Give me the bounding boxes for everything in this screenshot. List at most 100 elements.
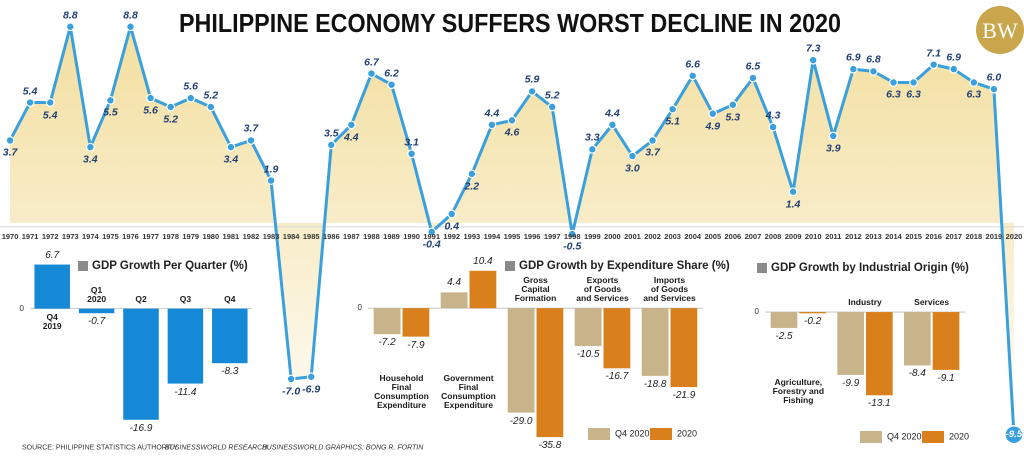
point [668, 104, 678, 114]
value-label: -7.0 [282, 385, 301, 398]
x-tick-label: 2017 [945, 231, 963, 241]
point [126, 22, 135, 32]
y-tick-label: 0 [754, 306, 759, 316]
x-tick-label: 2003 [664, 231, 681, 241]
point [246, 136, 256, 145]
point [527, 86, 537, 96]
bar [469, 270, 497, 309]
x-tick-label: 1990 [403, 231, 420, 241]
x-tick-label: 1974 [82, 231, 99, 241]
x-tick-label: Household Final Consumption Expenditure [374, 373, 429, 410]
value-label: 3.1 [404, 136, 419, 149]
value-label: -0.7 [87, 315, 106, 327]
x-tick-label: 2020 [1005, 231, 1023, 241]
point [889, 78, 898, 87]
title-marker [505, 261, 515, 271]
legend-label: 2020 [949, 431, 970, 442]
value-label: -11.4 [174, 386, 197, 398]
point [869, 66, 878, 76]
x-tick-label: 2019 [985, 231, 1003, 241]
value-label: 6.9 [846, 51, 861, 64]
point [206, 102, 216, 112]
point [1004, 424, 1024, 445]
point [266, 176, 276, 185]
bar [904, 312, 931, 366]
point [5, 136, 15, 145]
x-tick-label: 1999 [583, 231, 601, 241]
x-tick-label: 2012 [844, 231, 862, 241]
bar [78, 308, 115, 314]
value-label: 3.4 [83, 153, 98, 166]
bar [507, 308, 535, 413]
footer-text: BUSINESSWORLD RESEARCH [165, 444, 268, 452]
x-tick-label: 2004 [684, 231, 702, 241]
value-label: 7.1 [926, 47, 941, 60]
x-tick-label: 2014 [885, 231, 902, 241]
bar [574, 308, 602, 346]
x-tick-label: 1985 [302, 231, 320, 241]
bar [670, 308, 698, 388]
value-label: 3.4 [223, 153, 239, 166]
point [507, 115, 517, 125]
point [688, 71, 698, 81]
point [808, 55, 818, 65]
point [286, 374, 296, 384]
x-tick-label: 2000 [604, 231, 621, 241]
x-tick-label: 1989 [383, 231, 400, 241]
x-tick-label: 1981 [222, 231, 240, 241]
x-tick-label: 1986 [322, 231, 340, 241]
point [106, 95, 115, 105]
value-label: 5.9 [524, 73, 540, 86]
value-label: -35.8 [538, 439, 562, 451]
x-tick-label: 1995 [503, 231, 521, 241]
x-tick-label: 2013 [865, 231, 882, 241]
value-label: -13.1 [867, 398, 891, 410]
value-label: -6.9 [302, 383, 321, 396]
x-tick-label: 1971 [21, 231, 39, 241]
chart-title: GDP Growth by Expenditure Share (%) [519, 259, 730, 272]
point [728, 100, 738, 110]
y-tick-label: 0 [19, 303, 24, 313]
value-label: 3.9 [825, 142, 841, 155]
x-tick-label: Imports of Goods and Services [643, 275, 696, 304]
value-label: -7.9 [407, 339, 425, 351]
x-tick-label: Industry [848, 297, 882, 308]
y-tick-label: 0 [357, 302, 362, 312]
bar [603, 308, 631, 369]
point [748, 73, 758, 83]
title-marker [78, 261, 88, 271]
value-label: -18.8 [643, 378, 667, 390]
point [768, 122, 778, 132]
bar [123, 308, 159, 420]
bar [373, 308, 401, 335]
value-label: -21.9 [672, 389, 696, 401]
point [407, 149, 417, 159]
point [25, 98, 35, 107]
point [226, 142, 236, 152]
x-tick-label: 1996 [523, 231, 541, 241]
x-tick-label: Q4 [224, 293, 236, 304]
value-label: 4.4 [605, 107, 620, 120]
value-label: 2.2 [464, 180, 480, 193]
value-label: 6.9 [946, 51, 962, 64]
x-tick-label: 2010 [804, 231, 822, 241]
value-label: -9.5 [1005, 428, 1023, 440]
area [10, 26, 1014, 435]
point [708, 109, 718, 119]
value-label: 4.4 [344, 131, 359, 144]
value-label: -0.2 [804, 316, 822, 328]
legend-label: Q4 2020 [615, 428, 650, 439]
x-tick-label: 2007 [744, 231, 762, 241]
value-label: 3.5 [323, 127, 339, 140]
bar [167, 308, 204, 384]
x-tick-label: 1982 [242, 231, 260, 241]
point [547, 102, 557, 112]
x-tick-label: 2018 [965, 231, 983, 241]
x-tick-label: 1975 [102, 231, 119, 241]
value-label: 8.8 [123, 9, 138, 22]
value-label: -10.5 [576, 348, 600, 360]
point [45, 98, 55, 107]
value-label: 5.5 [103, 106, 118, 119]
x-tick-label: Services [914, 297, 950, 308]
footer-text: SOURCE: PHILIPPINE STATISTICS AUTHORITY [22, 444, 178, 452]
